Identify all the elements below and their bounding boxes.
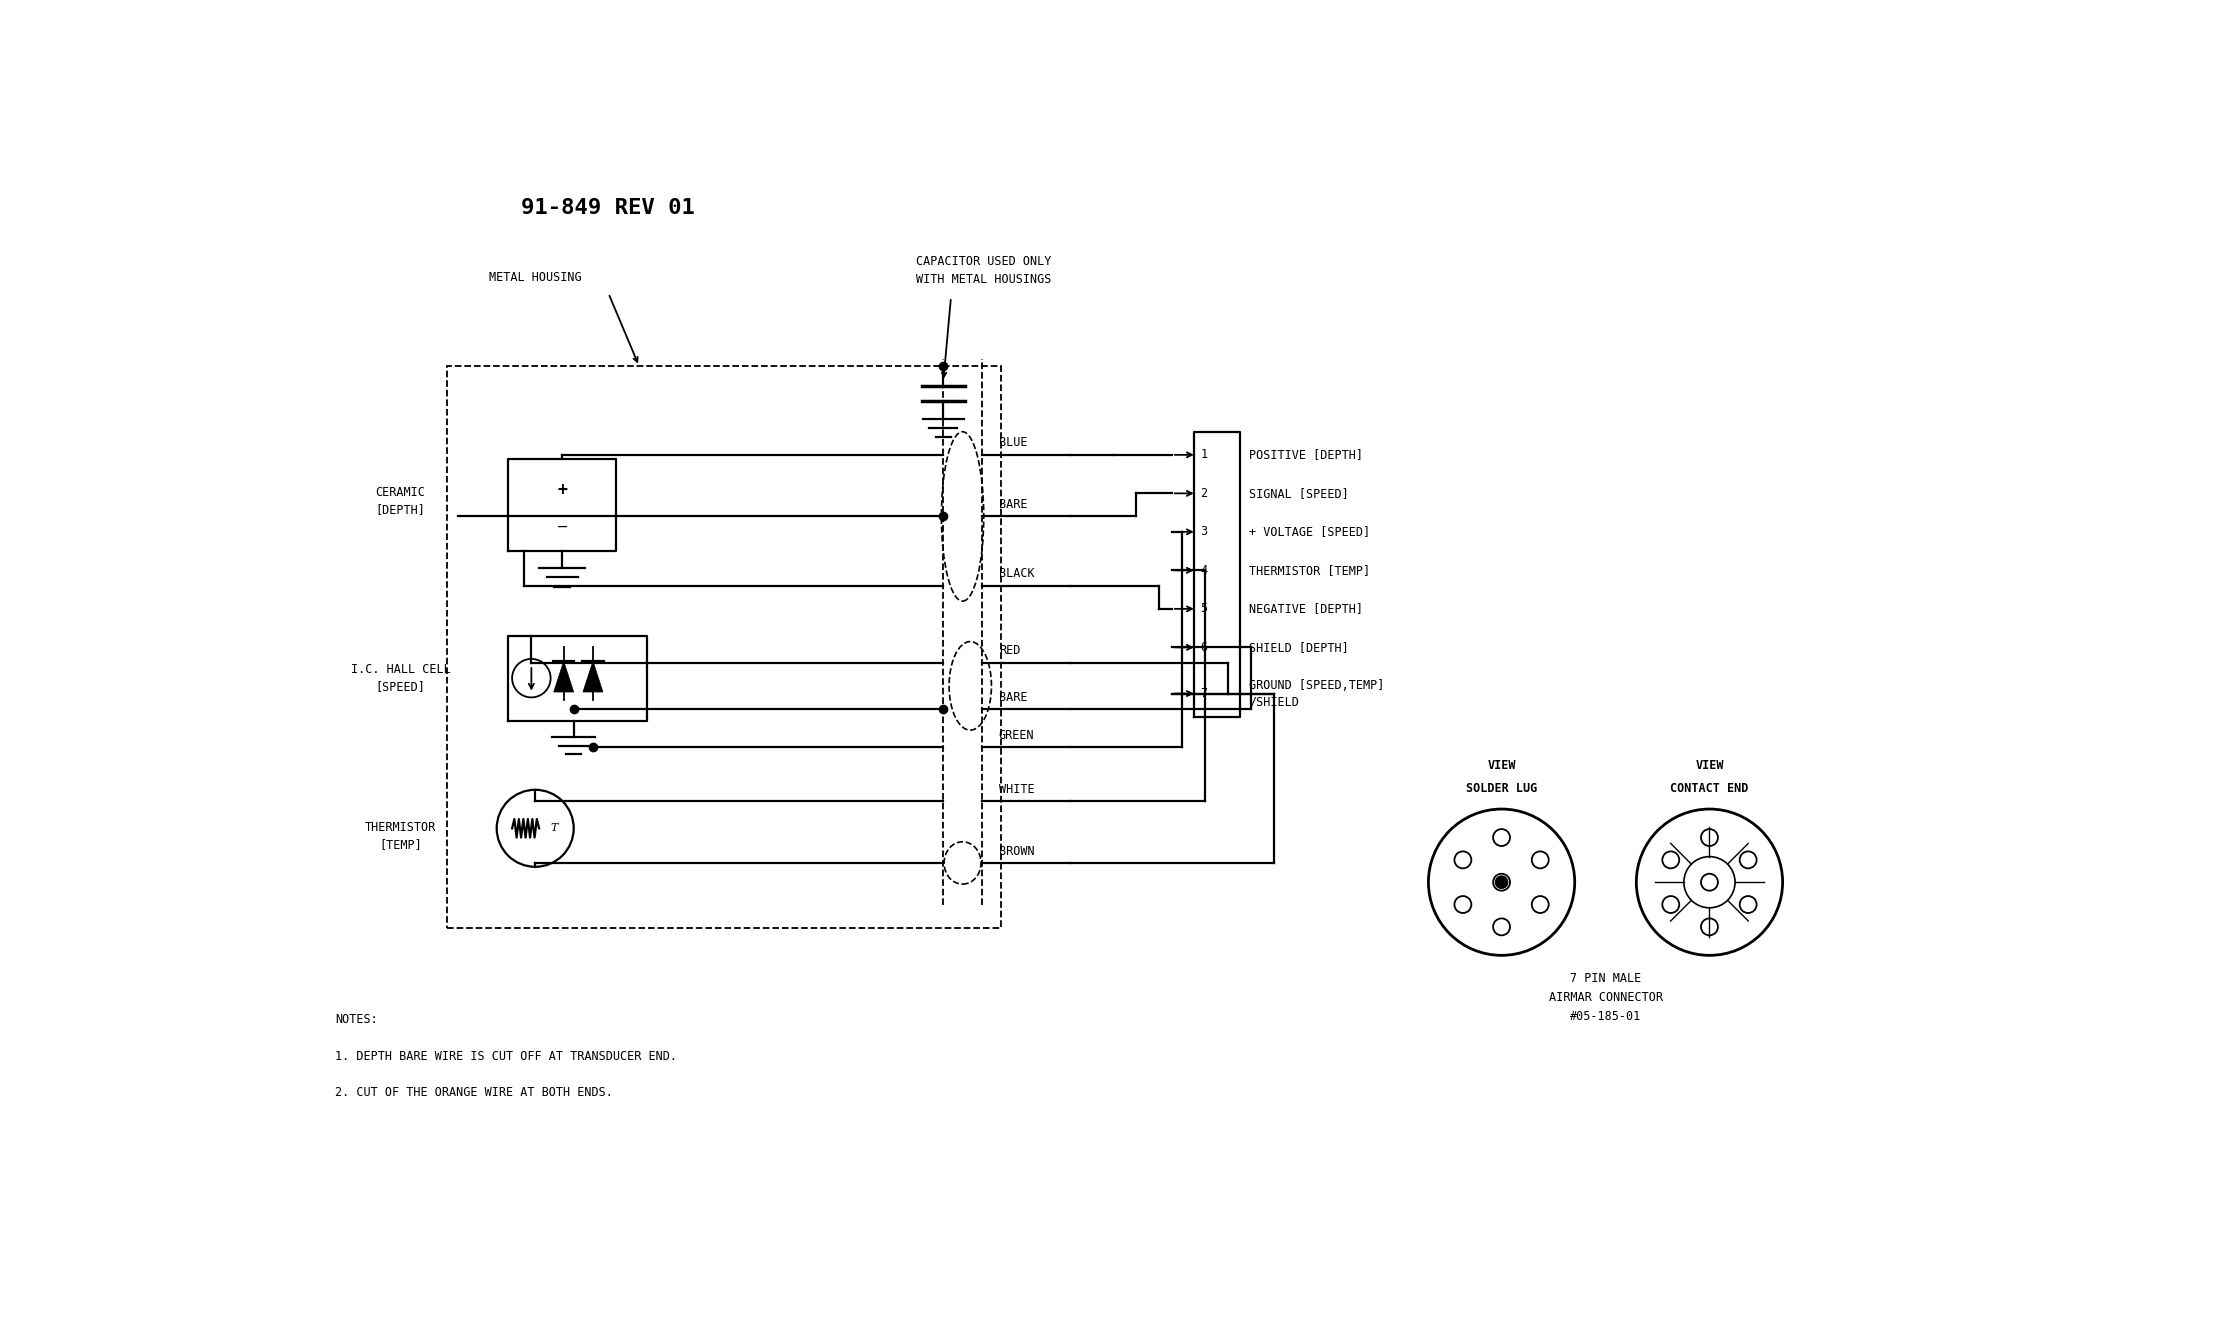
Text: 1: 1 <box>1200 449 1207 462</box>
Polygon shape <box>583 661 603 692</box>
Text: 91-849 REV 01: 91-849 REV 01 <box>521 198 695 218</box>
Text: 5: 5 <box>1200 602 1207 615</box>
Text: THERMISTOR [TEMP]: THERMISTOR [TEMP] <box>1249 564 1370 577</box>
Text: GROUND [SPEED,TEMP]
/SHIELD: GROUND [SPEED,TEMP] /SHIELD <box>1249 678 1383 708</box>
Text: BROWN: BROWN <box>999 845 1035 858</box>
Text: BLUE: BLUE <box>999 437 1028 450</box>
Text: CONTACT END: CONTACT END <box>1670 783 1748 795</box>
Text: THERMISTOR
[TEMP]: THERMISTOR [TEMP] <box>364 821 436 851</box>
Text: 7: 7 <box>1200 686 1207 700</box>
Text: 4: 4 <box>1200 564 1207 577</box>
Text: 1. DEPTH BARE WIRE IS CUT OFF AT TRANSDUCER END.: 1. DEPTH BARE WIRE IS CUT OFF AT TRANSDU… <box>335 1051 677 1063</box>
Text: 3: 3 <box>1200 525 1207 539</box>
Text: BARE: BARE <box>999 690 1028 704</box>
Polygon shape <box>554 661 574 692</box>
Text: VIEW: VIEW <box>1694 759 1723 772</box>
Text: GREEN: GREEN <box>999 729 1035 742</box>
Text: BARE: BARE <box>999 498 1028 511</box>
Text: I.C. HALL CELL
[SPEED]: I.C. HALL CELL [SPEED] <box>351 663 449 693</box>
Text: 2. CUT OF THE ORANGE WIRE AT BOTH ENDS.: 2. CUT OF THE ORANGE WIRE AT BOTH ENDS. <box>335 1086 612 1100</box>
Text: —: — <box>557 519 568 535</box>
Text: WHITE: WHITE <box>999 783 1035 796</box>
Text: +: + <box>557 480 568 499</box>
Text: POSITIVE [DEPTH]: POSITIVE [DEPTH] <box>1249 449 1363 462</box>
Text: 7 PIN MALE
AIRMAR CONNECTOR
#05-185-01: 7 PIN MALE AIRMAR CONNECTOR #05-185-01 <box>1549 973 1663 1023</box>
Text: BLACK: BLACK <box>999 568 1035 581</box>
Text: METAL HOUSING: METAL HOUSING <box>489 271 581 284</box>
Text: VIEW: VIEW <box>1486 759 1515 772</box>
Circle shape <box>1495 876 1509 888</box>
Text: 6: 6 <box>1200 640 1207 653</box>
Text: NEGATIVE [DEPTH]: NEGATIVE [DEPTH] <box>1249 602 1363 615</box>
Text: RED: RED <box>999 644 1019 657</box>
Text: CERAMIC
[DEPTH]: CERAMIC [DEPTH] <box>375 486 425 516</box>
Text: SIGNAL [SPEED]: SIGNAL [SPEED] <box>1249 487 1348 500</box>
Text: SHIELD [DEPTH]: SHIELD [DEPTH] <box>1249 640 1348 653</box>
Text: T: T <box>550 824 559 833</box>
Text: NOTES:: NOTES: <box>335 1014 378 1026</box>
Text: SOLDER LUG: SOLDER LUG <box>1466 783 1538 795</box>
Text: 2: 2 <box>1200 487 1207 500</box>
Text: + VOLTAGE [SPEED]: + VOLTAGE [SPEED] <box>1249 525 1370 539</box>
Text: CAPACITOR USED ONLY
WITH METAL HOUSINGS: CAPACITOR USED ONLY WITH METAL HOUSINGS <box>916 255 1053 285</box>
